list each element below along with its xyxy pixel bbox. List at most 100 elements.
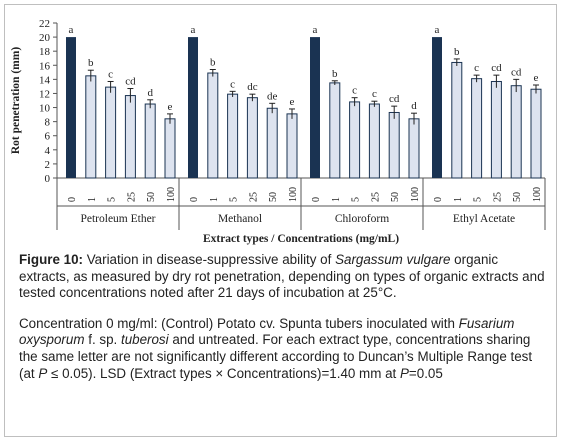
significance-letter: a [191, 24, 196, 36]
concentration-label: 50 [390, 192, 401, 202]
bar [451, 61, 463, 179]
caption-note-d: ≤ 0.05). LSD (Extract types × Concentrat… [47, 365, 400, 381]
concentration-label: 0 [433, 197, 444, 202]
significance-letter: cd [491, 62, 502, 74]
significance-letter: b [454, 46, 460, 58]
concentration-label: 100 [410, 187, 421, 202]
caption-text: Variation in disease-suppressive ability… [83, 252, 336, 267]
caption-note-a: Concentration 0 mg/ml: (Control) Potato … [19, 315, 459, 331]
significance-letter: d [411, 100, 417, 112]
caption-figure-label: Figure 10: [19, 252, 83, 267]
caption-species: Sargassum vulgare [335, 252, 451, 267]
concentration-label: 100 [532, 187, 543, 202]
significance-letter: d [147, 87, 153, 99]
significance-letter: e [534, 72, 539, 84]
concentration-label: 50 [146, 192, 157, 202]
significance-letter: de [267, 90, 278, 102]
figure-caption: Figure 10: Variation in disease-suppress… [19, 252, 547, 382]
bar [144, 103, 156, 179]
extract-type-label: Petroleum Ether [80, 213, 155, 225]
significance-letter: c [108, 68, 113, 80]
bar [227, 93, 239, 179]
y-tick-label: 0 [45, 173, 51, 185]
bar [286, 113, 298, 179]
significance-letter: cd [511, 66, 522, 78]
bar [164, 118, 176, 179]
significance-letter: dc [247, 81, 258, 93]
concentration-label: 5 [473, 197, 484, 202]
bar [490, 80, 502, 179]
concentration-label: 100 [166, 187, 177, 202]
significance-letter: c [230, 78, 235, 90]
bar [246, 97, 258, 179]
y-tick-label: 2 [45, 159, 51, 171]
concentration-label: 5 [229, 197, 240, 202]
significance-letter: a [313, 24, 318, 36]
bar [510, 85, 522, 179]
significance-letter: b [210, 57, 216, 69]
bar [124, 95, 136, 179]
concentration-label: 0 [67, 197, 78, 202]
y-tick-label: 16 [39, 60, 51, 72]
caption-note-c: and untreated. For each extract type, co… [19, 332, 533, 381]
extract-type-label: Methanol [218, 213, 262, 225]
concentration-label: 1 [453, 197, 464, 202]
y-tick-label: 14 [39, 74, 51, 86]
bar [105, 86, 117, 179]
bar [266, 107, 278, 179]
significance-letter: cd [125, 76, 136, 88]
concentration-label: 25 [248, 192, 259, 202]
bar [66, 37, 76, 178]
extract-type-label: Chloroform [335, 213, 389, 225]
concentration-label: 1 [209, 197, 220, 202]
significance-letter: e [168, 101, 173, 113]
caption-note-b: f. sp. [84, 332, 121, 348]
significance-letter: e [290, 96, 295, 108]
significance-letter: c [474, 62, 479, 74]
y-tick-label: 18 [39, 46, 51, 58]
significance-letter: b [88, 57, 94, 69]
significance-letter: a [69, 24, 74, 36]
x-axis-title: Extract types / Concentrations (mg/mL) [203, 233, 399, 245]
bar [530, 88, 542, 179]
bar [85, 75, 97, 179]
significance-letter: a [435, 24, 440, 36]
caption-pathogen: Fusarium oxysporum [19, 315, 515, 348]
concentration-label: 50 [512, 192, 523, 202]
concentration-label: 50 [268, 192, 279, 202]
y-tick-label: 20 [39, 32, 51, 44]
bar [310, 37, 320, 178]
caption-note-e: =0.05 [408, 365, 443, 381]
y-tick-label: 8 [45, 117, 51, 129]
concentration-label: 0 [311, 197, 322, 202]
caption-paragraph-2: Concentration 0 mg/ml: (Control) Potato … [19, 316, 547, 382]
concentration-label: 100 [288, 187, 299, 202]
y-tick-label: 10 [39, 103, 51, 115]
significance-letter: cd [389, 93, 400, 105]
concentration-label: 1 [331, 197, 342, 202]
bar [471, 78, 483, 179]
concentration-label: 5 [107, 197, 118, 202]
bar [432, 37, 442, 178]
concentration-label: 25 [370, 192, 381, 202]
bar [349, 101, 361, 179]
bar [207, 72, 219, 179]
concentration-label: 25 [492, 192, 503, 202]
significance-letter: c [372, 88, 377, 100]
significance-letter: c [352, 85, 357, 97]
caption-forma: tuberosi [120, 332, 169, 348]
bar [188, 37, 198, 178]
y-tick-label: 22 [39, 18, 50, 30]
bar [388, 111, 400, 179]
caption-text-rest: organic extracts, as measured by dry rot… [19, 252, 545, 301]
extract-type-label: Ethyl Acetate [453, 213, 515, 225]
significance-letter: b [332, 68, 338, 80]
y-axis-title: Rot penetration (mm) [10, 47, 22, 154]
concentration-label: 25 [126, 192, 137, 202]
bar [368, 103, 380, 179]
y-tick-label: 4 [45, 145, 51, 157]
concentration-label: 0 [189, 197, 200, 202]
y-tick-label: 6 [45, 131, 51, 143]
bar [329, 82, 341, 179]
